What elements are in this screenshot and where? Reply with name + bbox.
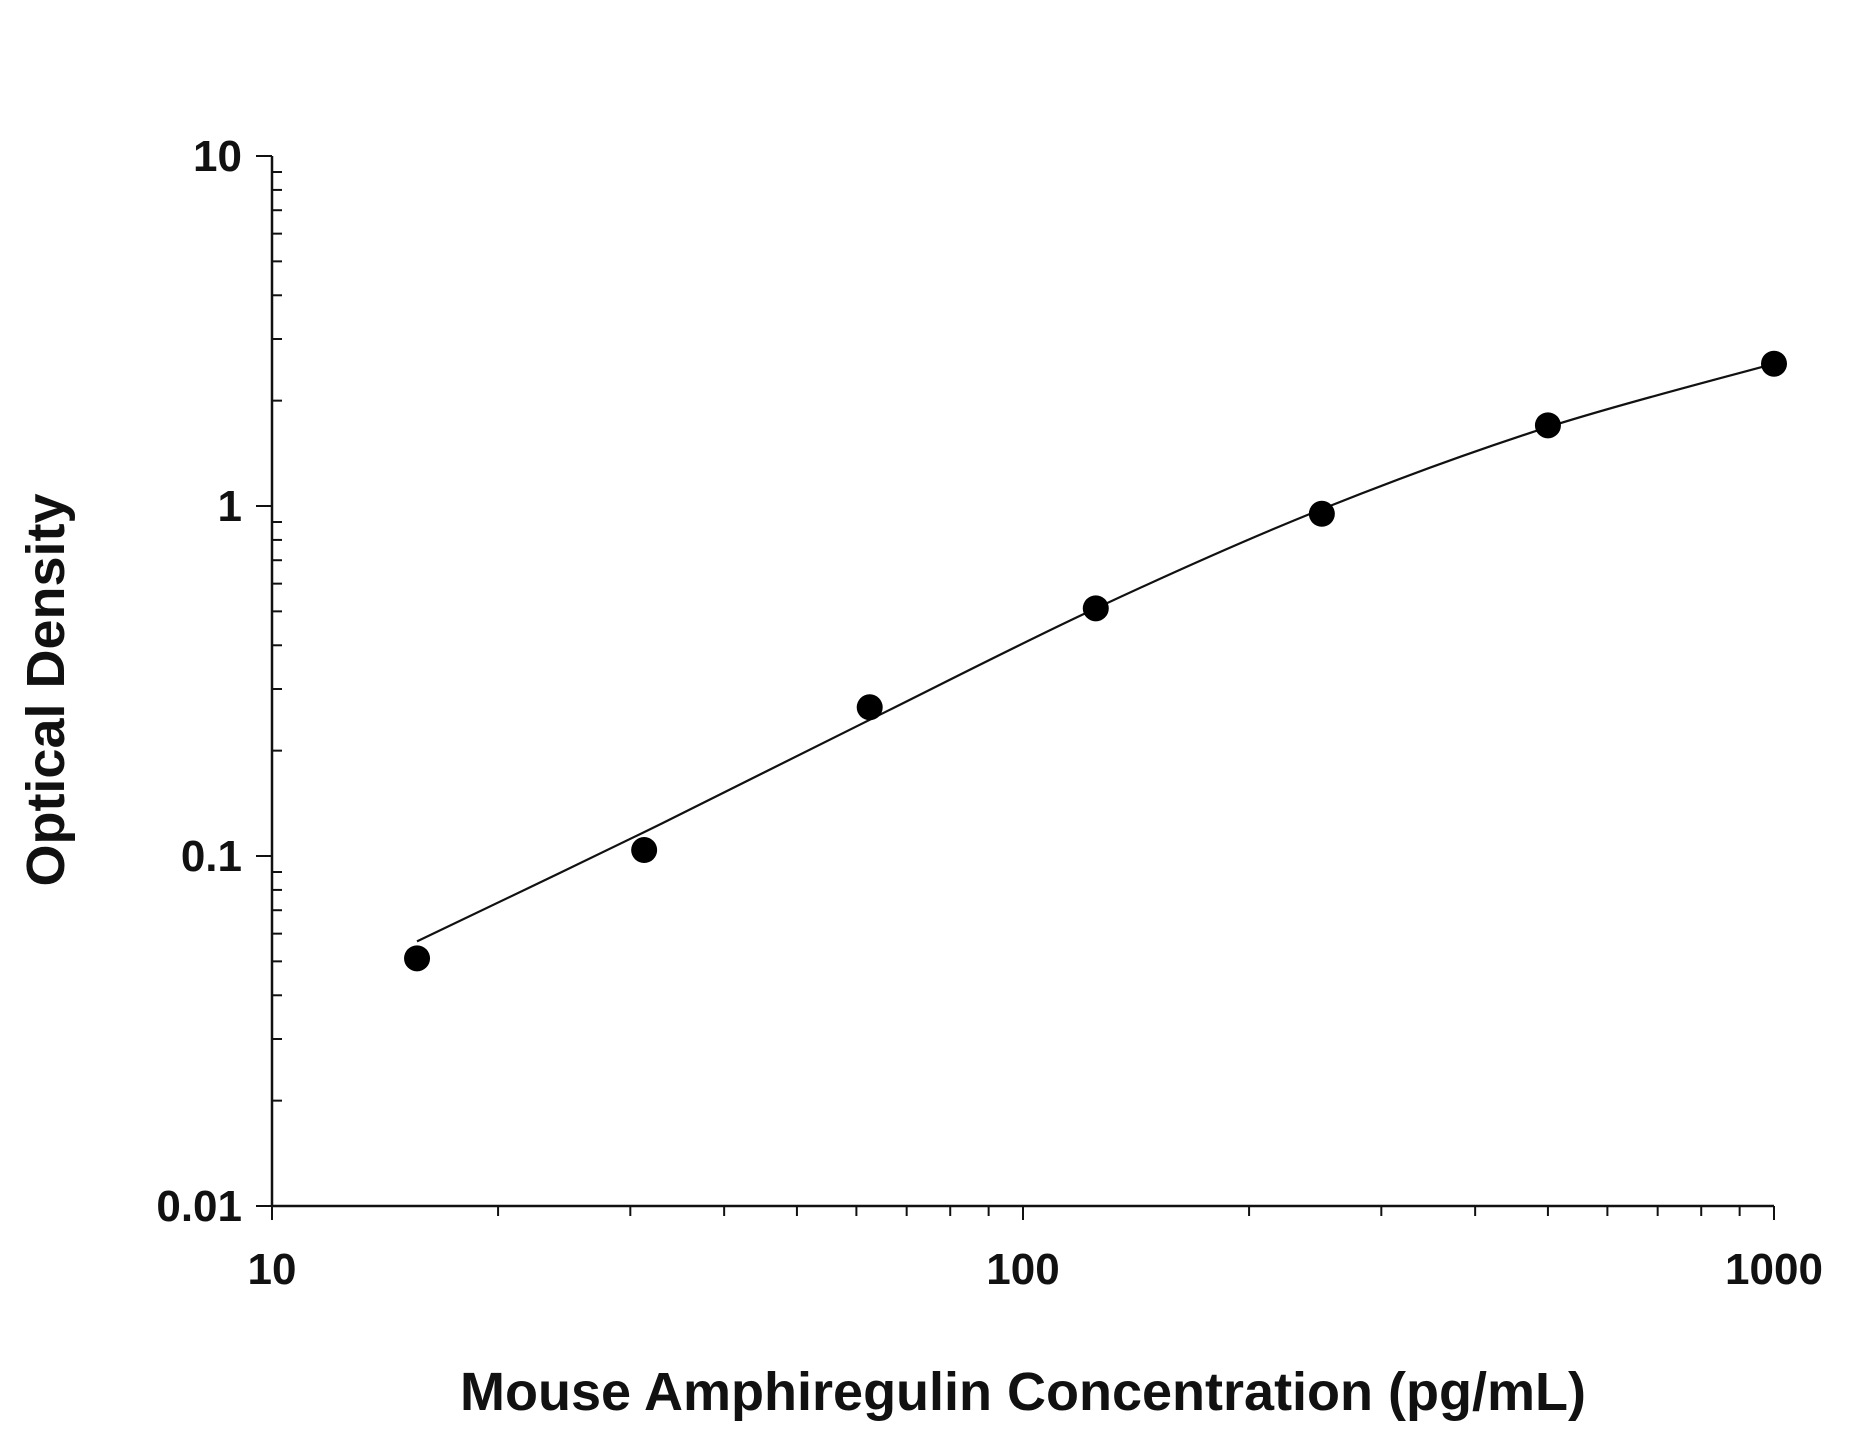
data-point xyxy=(1308,500,1335,527)
y-axis-title: Optical Density xyxy=(16,493,76,886)
data-point xyxy=(856,694,883,721)
x-tick-label: 1000 xyxy=(1725,1245,1823,1294)
y-tick-label: 10 xyxy=(193,132,242,181)
y-tick-label: 0.1 xyxy=(181,832,242,881)
tick-labels-layer: 10 100 1000 0.01 0.1 1 10 xyxy=(156,132,1823,1294)
data-point xyxy=(631,837,658,864)
x-tick-label: 10 xyxy=(248,1245,297,1294)
fit-curve xyxy=(416,362,1775,943)
data-points-layer xyxy=(404,350,1787,972)
x-axis-title: Mouse Amphiregulin Concentration (pg/mL) xyxy=(460,1362,1586,1422)
x-tick-label: 100 xyxy=(986,1245,1059,1294)
data-point xyxy=(1082,595,1109,622)
y-tick-label: 1 xyxy=(218,482,242,531)
y-tick-label: 0.01 xyxy=(156,1182,242,1231)
fit-curve-layer xyxy=(416,362,1775,943)
data-point xyxy=(1761,350,1787,377)
data-point xyxy=(404,945,431,972)
axes xyxy=(256,155,1775,1220)
data-point xyxy=(1534,412,1561,439)
